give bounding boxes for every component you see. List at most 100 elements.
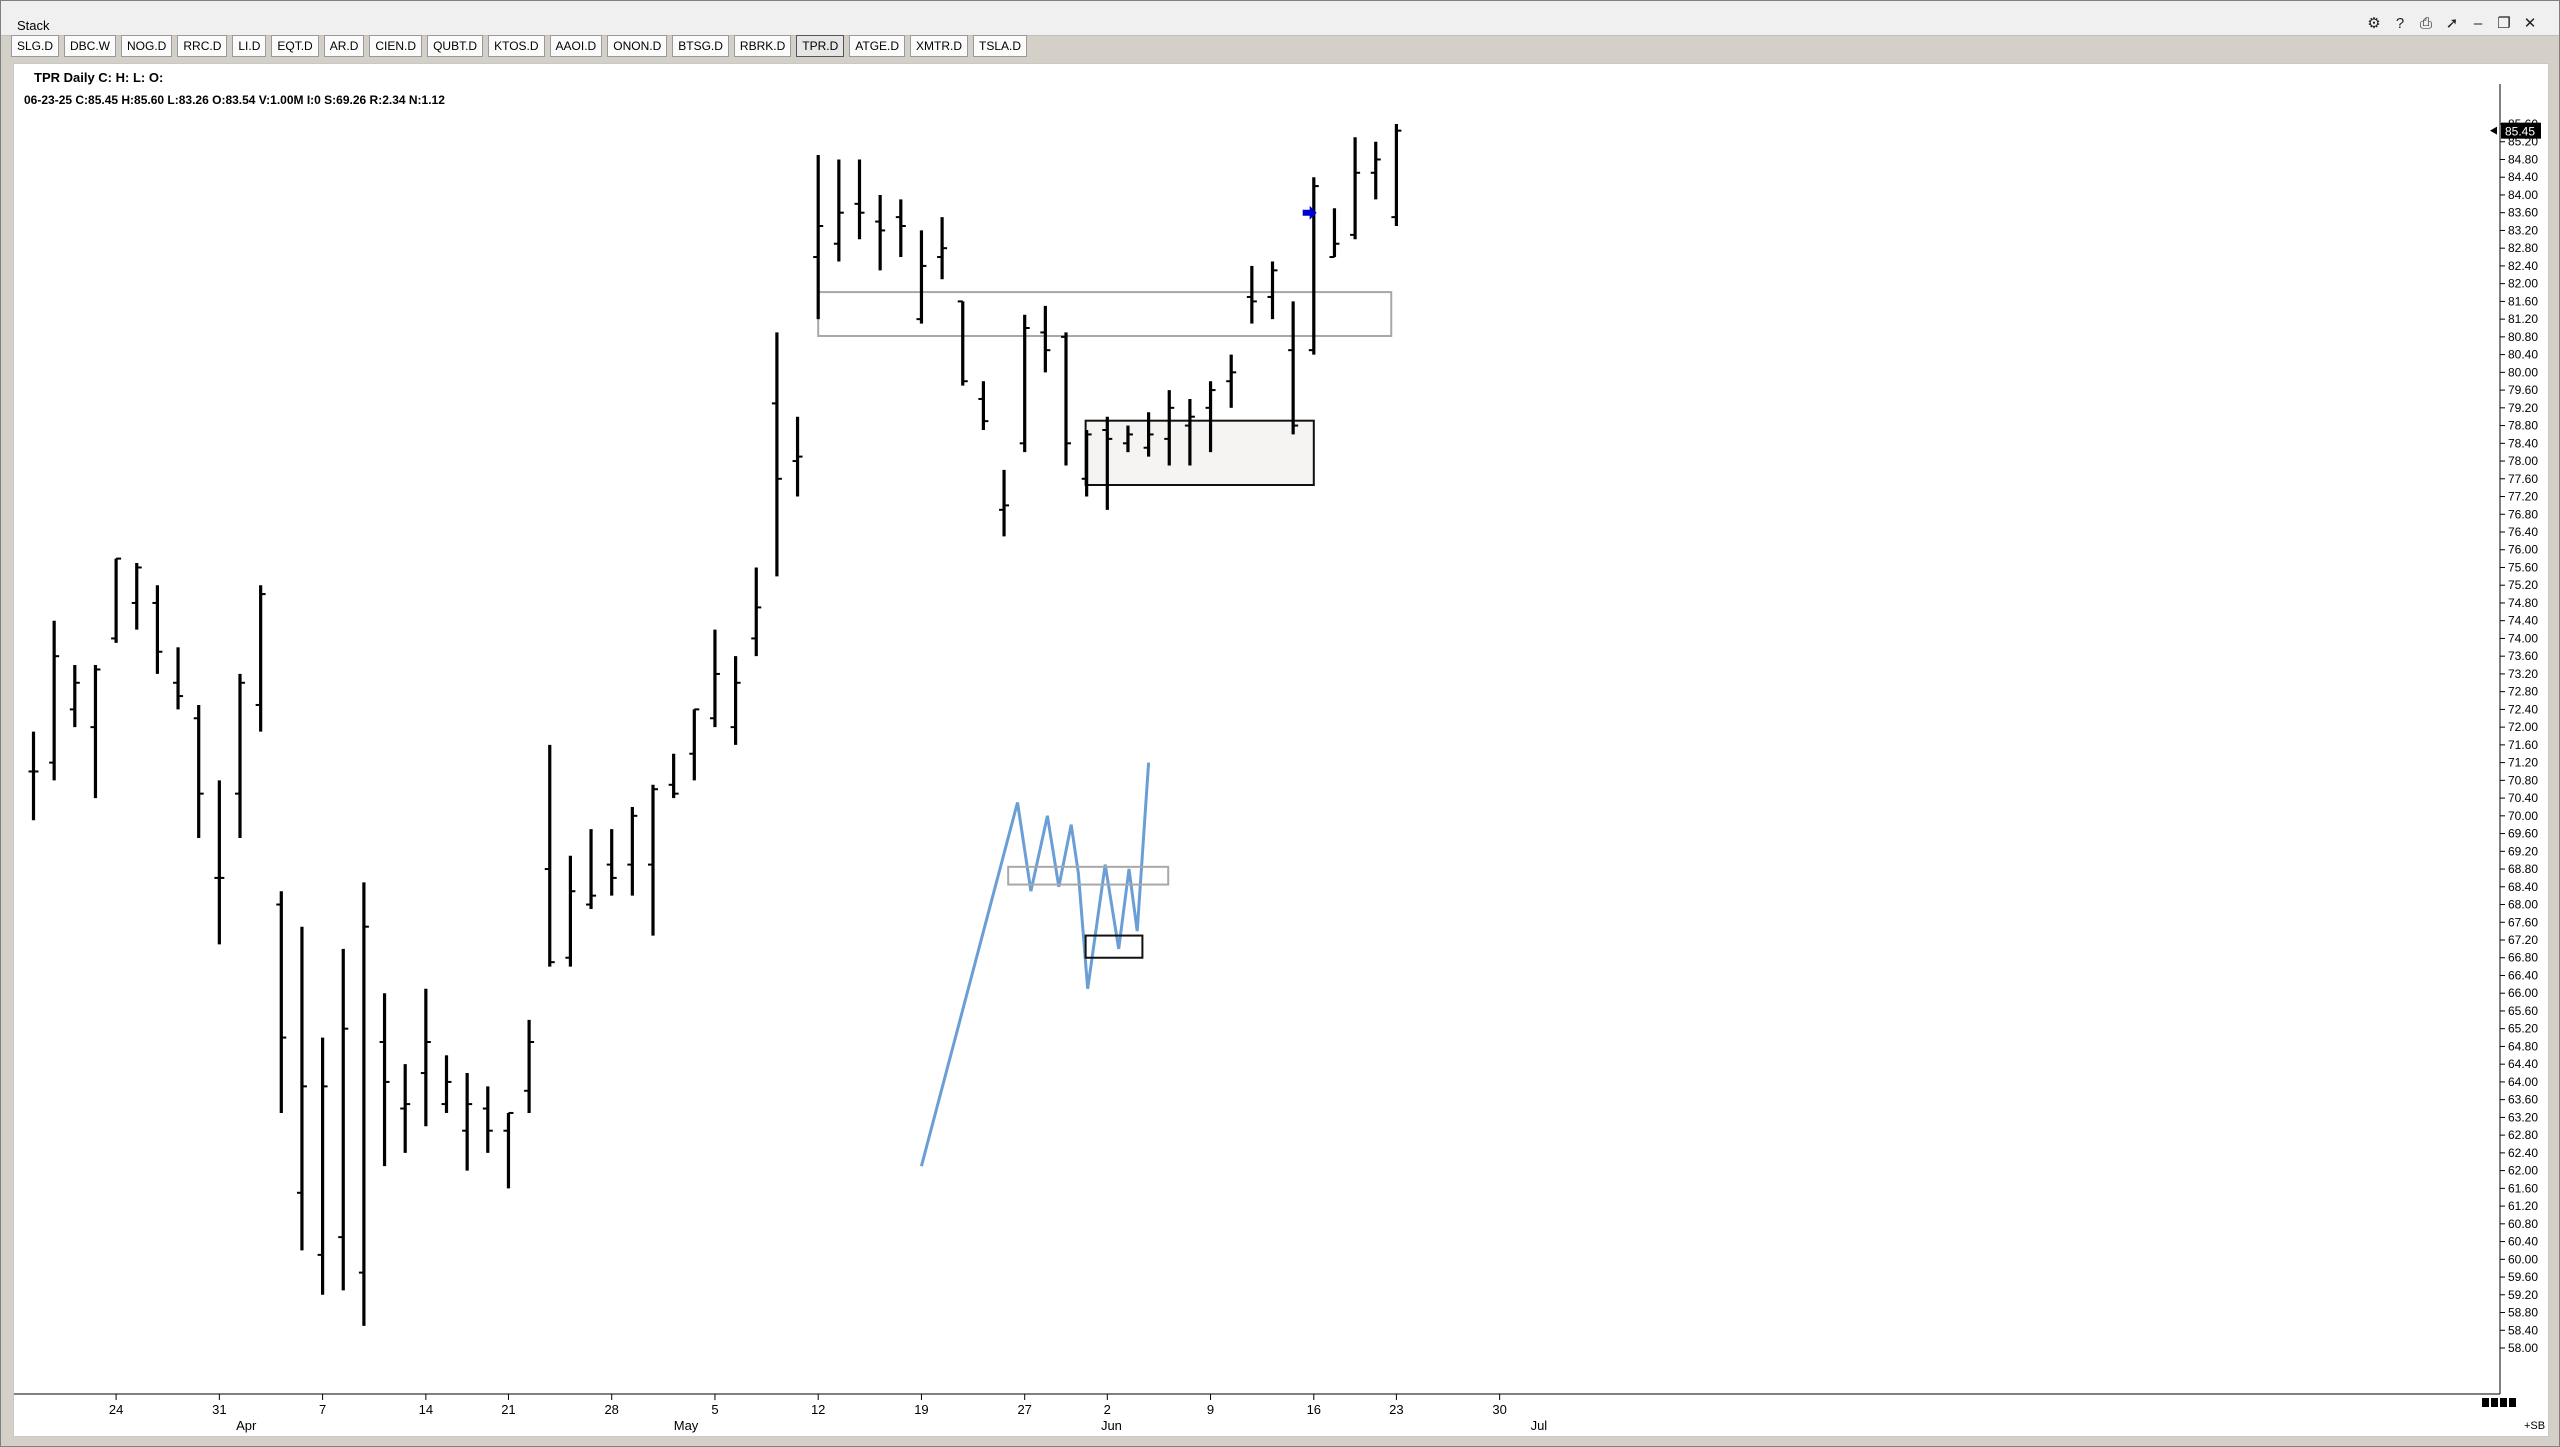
price-axis-label: 61.60 — [2508, 1181, 2538, 1195]
time-axis-day-label: 9 — [1207, 1402, 1214, 1417]
price-axis-label: 60.40 — [2508, 1235, 2538, 1249]
pattern-sketch-line — [919, 762, 1151, 1167]
tab-nog-d[interactable]: NOG.D — [121, 35, 173, 57]
restore-icon[interactable]: ❐ — [2497, 15, 2511, 32]
price-axis-label: 62.40 — [2508, 1146, 2538, 1160]
tab-aaoi-d[interactable]: AAOI.D — [549, 35, 603, 57]
price-axis-label: 70.40 — [2508, 791, 2538, 805]
settings-icon[interactable]: ⚙ — [2367, 15, 2381, 32]
price-axis-label: 83.60 — [2508, 206, 2538, 220]
scale-block — [2482, 1398, 2489, 1407]
time-axis-month-label: Apr — [236, 1418, 257, 1433]
tab-li-d[interactable]: LI.D — [232, 35, 267, 57]
tab-slg-d[interactable]: SLG.D — [11, 35, 60, 57]
tab-btsg-d[interactable]: BTSG.D — [672, 35, 729, 57]
tab-onon-d[interactable]: ONON.D — [607, 35, 668, 57]
pin-icon[interactable]: ➚ — [2445, 15, 2459, 32]
price-axis-label: 82.00 — [2508, 277, 2538, 291]
price-axis-label: 58.40 — [2508, 1323, 2538, 1337]
tab-xmtr-d[interactable]: XMTR.D — [910, 35, 969, 57]
price-axis-label: 65.60 — [2508, 1004, 2538, 1018]
price-axis-label: 64.80 — [2508, 1039, 2538, 1053]
scale-block — [2500, 1398, 2507, 1407]
time-axis-day-label: 12 — [811, 1402, 825, 1417]
time-axis-day-label: 14 — [419, 1402, 433, 1417]
price-axis-label: 78.00 — [2508, 454, 2538, 468]
tab-tsla-d[interactable]: TSLA.D — [973, 35, 1028, 57]
price-axis-label: 58.00 — [2508, 1341, 2538, 1355]
price-axis-label: 79.60 — [2508, 383, 2538, 397]
blue-arrow-marker — [1302, 205, 1317, 220]
time-axis-day-label: 30 — [1492, 1402, 1506, 1417]
price-axis-label: 76.80 — [2508, 507, 2538, 521]
price-axis-label: 81.60 — [2508, 294, 2538, 308]
sketch-zone-box-1 — [1084, 934, 1144, 959]
price-axis-label: 83.20 — [2508, 223, 2538, 237]
price-axis-label: 74.00 — [2508, 631, 2538, 645]
scale-button-label[interactable]: +SB — [2524, 1420, 2545, 1432]
window-controls: ⚙ ? ⎙ ➚ ‒ ❐ ✕ — [2365, 15, 2539, 33]
minimize-icon[interactable]: ‒ — [2473, 15, 2483, 32]
help-icon[interactable]: ? — [2395, 15, 2405, 32]
price-axis-label: 71.60 — [2508, 738, 2538, 752]
tab-rrc-d[interactable]: RRC.D — [177, 35, 228, 57]
price-axis-label: 77.20 — [2508, 490, 2538, 504]
price-axis-label: 76.00 — [2508, 543, 2538, 557]
price-axis-label: 75.60 — [2508, 560, 2538, 574]
time-axis-day-label: 28 — [604, 1402, 618, 1417]
price-axis-label: 71.20 — [2508, 756, 2538, 770]
price-axis-label: 84.80 — [2508, 152, 2538, 166]
price-axis-label: 60.00 — [2508, 1252, 2538, 1266]
time-axis-day-label: 24 — [109, 1402, 123, 1417]
tab-ar-d[interactable]: AR.D — [323, 35, 365, 57]
close-icon[interactable]: ✕ — [2523, 15, 2537, 32]
print-icon[interactable]: ⎙ — [2419, 15, 2432, 32]
tab-ktos-d[interactable]: KTOS.D — [488, 35, 545, 57]
price-axis-label: 73.20 — [2508, 667, 2538, 681]
tab-qubt-d[interactable]: QUBT.D — [427, 35, 484, 57]
price-axis-label: 70.80 — [2508, 773, 2538, 787]
price-axis-label: 67.20 — [2508, 933, 2538, 947]
price-axis-label: 68.80 — [2508, 862, 2538, 876]
tab-rbrk-d[interactable]: RBRK.D — [733, 35, 792, 57]
tab-dbc-w[interactable]: DBC.W — [64, 35, 117, 57]
price-axis-label: 62.80 — [2508, 1128, 2538, 1142]
chart-title: TPR Daily C: H: L: O: — [34, 70, 164, 85]
price-axis-label: 84.00 — [2508, 188, 2538, 202]
price-axis-label: 82.40 — [2508, 259, 2538, 273]
zone-box-0 — [817, 291, 1393, 337]
price-axis-label: 72.40 — [2508, 702, 2538, 716]
price-chart[interactable]: 58.00 58.40 58.80 59.20 59.60 60.00 60.40 60.80… — [14, 64, 2550, 1438]
price-axis-label: 75.20 — [2508, 578, 2538, 592]
price-axis-label: 63.20 — [2508, 1110, 2538, 1124]
price-axis-label: 70.00 — [2508, 809, 2538, 823]
price-axis-label: 74.40 — [2508, 614, 2538, 628]
tab-tpr-d[interactable]: TPR.D — [796, 35, 845, 57]
time-axis-month-label: May — [674, 1418, 699, 1433]
tab-cien-d[interactable]: CIEN.D — [369, 35, 423, 57]
chart-area[interactable]: 58.00 58.40 58.80 59.20 59.60 60.00 60.40 60.80… — [13, 63, 2549, 1437]
time-axis-day-label: 21 — [501, 1402, 515, 1417]
tab-eqt-d[interactable]: EQT.D — [271, 35, 319, 57]
price-axis-label: 59.20 — [2508, 1288, 2538, 1302]
price-axis-label: 80.40 — [2508, 348, 2538, 362]
price-axis-label: 64.40 — [2508, 1057, 2538, 1071]
time-axis-day-label: 7 — [319, 1402, 326, 1417]
price-axis-label: 73.60 — [2508, 649, 2538, 663]
price-axis-label: 69.60 — [2508, 827, 2538, 841]
price-axis-label: 68.00 — [2508, 898, 2538, 912]
tab-atge-d[interactable]: ATGE.D — [849, 35, 906, 57]
price-axis-label: 72.80 — [2508, 685, 2538, 699]
price-axis-label: 60.80 — [2508, 1217, 2538, 1231]
last-price-label: 85.45 — [2505, 125, 2535, 139]
time-axis-day-label: 31 — [212, 1402, 226, 1417]
time-axis-day-label: 23 — [1389, 1402, 1403, 1417]
price-axis-label: 59.60 — [2508, 1270, 2538, 1284]
price-axis-label: 66.40 — [2508, 968, 2538, 982]
price-axis-label: 64.00 — [2508, 1075, 2538, 1089]
price-axis-label: 77.60 — [2508, 472, 2538, 486]
time-axis-day-label: 2 — [1104, 1402, 1111, 1417]
price-axis-label: 80.00 — [2508, 365, 2538, 379]
price-axis-label: 78.80 — [2508, 419, 2538, 433]
